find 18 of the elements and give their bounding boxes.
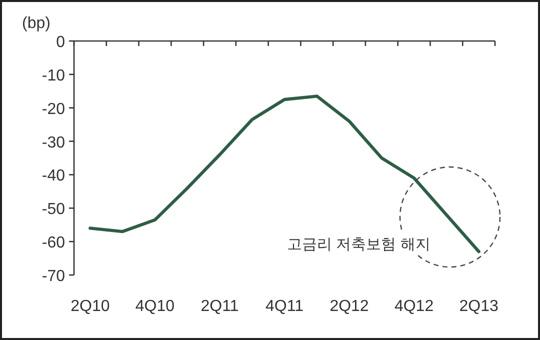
line-series <box>88 94 480 254</box>
y-tick-label: -10 <box>42 67 66 84</box>
y-tick-label: 0 <box>56 34 66 51</box>
y-tick-label: -20 <box>42 100 66 118</box>
x-tick-label: 4Q12 <box>394 298 434 315</box>
y-tick-label: -40 <box>42 168 66 185</box>
y-tick-label: -70 <box>42 268 66 285</box>
annotation: 고금리 저축보험 해지 <box>287 236 430 253</box>
x-tick-label: 2Q12 <box>330 298 369 315</box>
y-tick-label: -50 <box>42 201 66 218</box>
x-tick-label: 4Q10 <box>135 298 175 315</box>
x-tick-label: 2Q11 <box>200 298 239 315</box>
y-axis-title: (bp) <box>22 15 50 32</box>
x-tick-label: 2Q13 <box>459 298 498 315</box>
y-tick-label: -60 <box>42 234 66 252</box>
y-tick-label: -30 <box>42 134 66 152</box>
x-tick-label: 2Q10 <box>70 298 110 315</box>
x-tick-label: 4Q11 <box>266 298 304 315</box>
